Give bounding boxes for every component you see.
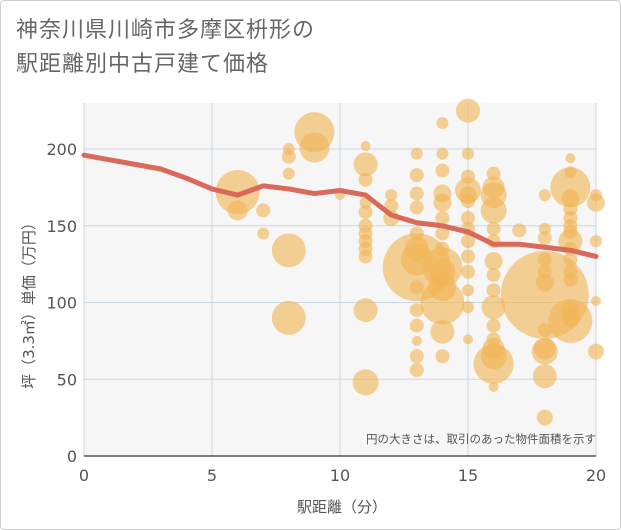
data-bubble — [409, 168, 424, 183]
data-bubble — [473, 343, 514, 384]
data-bubble — [462, 301, 474, 314]
data-bubble — [461, 194, 475, 209]
data-bubble — [411, 335, 422, 346]
data-bubble — [463, 334, 473, 345]
data-bubble — [486, 267, 501, 282]
data-bubble — [548, 298, 593, 343]
x-tick-label: 20 — [586, 466, 606, 485]
data-bubble — [420, 280, 465, 325]
y-axis-ticks: 0 50 100 150 200 — [46, 140, 77, 466]
data-bubble — [532, 364, 557, 389]
data-bubble — [435, 211, 450, 226]
data-bubble — [461, 234, 475, 249]
data-bubble — [282, 167, 295, 180]
data-bubble — [360, 140, 371, 151]
data-bubble — [271, 233, 306, 268]
y-tick-label: 0 — [67, 447, 77, 466]
data-bubble — [385, 189, 398, 202]
data-bubble — [409, 303, 424, 318]
data-bubble — [536, 409, 553, 426]
data-bubble — [409, 186, 424, 201]
data-bubble — [435, 226, 450, 241]
data-bubble — [480, 197, 507, 224]
data-bubble — [591, 295, 601, 306]
data-bubble — [565, 153, 576, 164]
data-bubble — [488, 381, 499, 392]
data-bubble — [257, 227, 270, 240]
x-tick-label: 10 — [330, 466, 350, 485]
data-bubble — [436, 116, 449, 129]
data-bubble — [531, 338, 558, 365]
data-bubble — [409, 349, 424, 364]
y-axis-label: 坪（3.3㎡）単価（万円） — [20, 215, 38, 389]
data-bubble — [358, 172, 373, 187]
data-bubble — [409, 363, 424, 378]
bubble-layer — [215, 98, 605, 426]
data-bubble — [563, 252, 578, 267]
data-bubble — [537, 323, 552, 338]
x-tick-label: 15 — [458, 466, 478, 485]
data-bubble — [462, 147, 474, 160]
size-note: 円の大きさは、取引のあった物件面積を示す — [366, 432, 596, 446]
data-bubble — [484, 252, 503, 271]
data-bubble — [299, 132, 330, 163]
data-bubble — [538, 189, 551, 202]
data-bubble — [435, 163, 450, 178]
data-bubble — [512, 223, 527, 238]
data-bubble — [486, 283, 501, 298]
data-bubble — [271, 300, 306, 335]
data-bubble — [461, 249, 475, 264]
data-bubble — [462, 284, 474, 297]
data-bubble — [227, 200, 248, 221]
data-bubble — [215, 170, 260, 215]
data-bubble — [353, 298, 378, 323]
chart-title: 神奈川県川崎市多摩区枡形の 駅距離別中古戸建て価格 — [16, 14, 576, 82]
chart-title-line2: 駅距離別中古戸建て価格 — [16, 52, 270, 77]
data-bubble — [456, 98, 480, 123]
data-bubble — [358, 249, 373, 264]
data-bubble — [550, 167, 591, 208]
data-bubble — [590, 235, 602, 248]
data-bubble — [358, 204, 373, 219]
data-bubble — [409, 200, 424, 215]
data-bubble — [561, 189, 580, 208]
data-bubble — [436, 147, 449, 160]
data-bubble — [588, 343, 604, 360]
data-bubble — [409, 318, 424, 333]
y-tick-label: 200 — [46, 140, 77, 159]
data-bubble — [410, 147, 423, 160]
data-bubble — [563, 272, 578, 287]
data-bubble — [461, 211, 475, 226]
x-axis-label: 駅距離（分） — [297, 498, 387, 516]
grid-lines — [83, 103, 597, 457]
x-tick-label: 5 — [207, 466, 217, 485]
data-bubble — [409, 280, 424, 295]
data-bubble — [486, 318, 501, 333]
data-bubble — [461, 264, 475, 279]
data-bubble — [281, 149, 296, 164]
data-bubble — [587, 193, 605, 212]
x-axis-ticks: 0 5 10 15 20 — [79, 466, 606, 485]
y-tick-label: 100 — [46, 294, 77, 313]
data-bubble — [435, 349, 450, 364]
data-bubble — [256, 203, 271, 218]
data-bubble — [430, 319, 455, 344]
chart-title-line1: 神奈川県川崎市多摩区枡形の — [16, 18, 316, 43]
y-tick-label: 50 — [57, 370, 77, 389]
data-bubble — [486, 221, 501, 236]
data-bubble — [537, 231, 552, 246]
data-bubble — [353, 152, 378, 177]
x-tick-label: 0 — [79, 466, 89, 485]
data-bubble — [433, 193, 452, 212]
y-tick-label: 150 — [46, 217, 77, 236]
trend-line — [81, 152, 599, 259]
data-bubble — [352, 369, 379, 396]
data-bubble — [481, 295, 506, 320]
